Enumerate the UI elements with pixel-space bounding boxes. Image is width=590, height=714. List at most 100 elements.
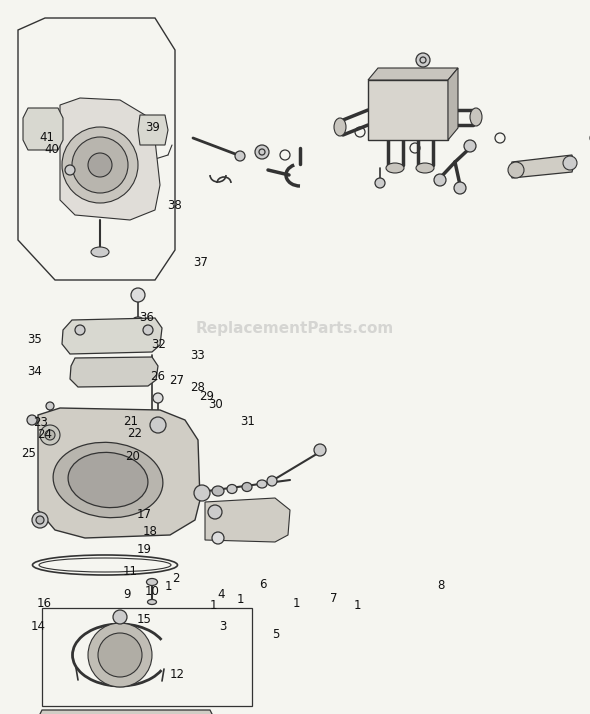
Text: 38: 38 — [166, 199, 181, 212]
Circle shape — [454, 182, 466, 194]
Text: 17: 17 — [137, 508, 152, 521]
Text: 23: 23 — [32, 416, 48, 429]
Text: 37: 37 — [193, 256, 208, 269]
Ellipse shape — [53, 443, 163, 518]
Bar — [42, 608, 252, 706]
Ellipse shape — [148, 600, 156, 605]
Text: 24: 24 — [37, 428, 52, 441]
Text: 8: 8 — [438, 579, 445, 592]
Text: 31: 31 — [240, 415, 255, 428]
Text: 1: 1 — [293, 597, 300, 610]
Circle shape — [62, 127, 138, 203]
Text: 18: 18 — [143, 526, 158, 538]
Polygon shape — [38, 408, 200, 538]
Circle shape — [194, 485, 210, 501]
Ellipse shape — [133, 317, 143, 323]
Circle shape — [314, 444, 326, 456]
Ellipse shape — [146, 578, 158, 585]
Text: 1: 1 — [237, 593, 244, 606]
Text: 12: 12 — [169, 668, 185, 681]
Ellipse shape — [334, 118, 346, 136]
Circle shape — [434, 174, 446, 186]
Text: 2: 2 — [172, 572, 179, 585]
Circle shape — [464, 140, 476, 152]
Text: 10: 10 — [145, 585, 160, 598]
Circle shape — [235, 151, 245, 161]
Text: 26: 26 — [150, 370, 166, 383]
Text: 30: 30 — [208, 398, 223, 411]
Circle shape — [32, 512, 48, 528]
Circle shape — [36, 516, 44, 524]
Text: 6: 6 — [259, 578, 266, 590]
Text: ReplacementParts.com: ReplacementParts.com — [196, 321, 394, 336]
Ellipse shape — [386, 163, 404, 173]
Text: 41: 41 — [40, 131, 55, 144]
Ellipse shape — [242, 483, 252, 491]
Circle shape — [255, 145, 269, 159]
Circle shape — [75, 325, 85, 335]
Polygon shape — [62, 318, 162, 354]
Text: 39: 39 — [145, 121, 160, 134]
Text: 27: 27 — [169, 374, 185, 387]
Text: 29: 29 — [199, 390, 214, 403]
Polygon shape — [60, 98, 160, 220]
Ellipse shape — [257, 480, 267, 488]
Circle shape — [416, 53, 430, 67]
Text: 1: 1 — [353, 599, 360, 612]
Circle shape — [27, 415, 37, 425]
Circle shape — [113, 610, 127, 624]
Circle shape — [212, 532, 224, 544]
Text: 28: 28 — [190, 381, 205, 394]
Polygon shape — [205, 498, 290, 542]
Text: 7: 7 — [330, 592, 337, 605]
Polygon shape — [448, 68, 458, 140]
Circle shape — [131, 288, 145, 302]
Polygon shape — [37, 710, 215, 714]
Circle shape — [148, 411, 156, 419]
Circle shape — [88, 623, 152, 687]
Circle shape — [143, 325, 153, 335]
Ellipse shape — [416, 163, 434, 173]
Ellipse shape — [470, 108, 482, 126]
Ellipse shape — [68, 453, 148, 508]
Circle shape — [150, 417, 166, 433]
Text: 14: 14 — [31, 620, 46, 633]
Ellipse shape — [91, 247, 109, 257]
Text: 35: 35 — [27, 333, 41, 346]
Text: 20: 20 — [125, 451, 140, 463]
Polygon shape — [368, 68, 458, 80]
Circle shape — [98, 633, 142, 677]
Text: 21: 21 — [123, 415, 139, 428]
Circle shape — [375, 178, 385, 188]
Text: 25: 25 — [21, 447, 36, 460]
Polygon shape — [70, 357, 158, 387]
Polygon shape — [510, 155, 574, 178]
Polygon shape — [138, 115, 168, 145]
Polygon shape — [368, 80, 448, 140]
Text: 32: 32 — [150, 338, 166, 351]
Circle shape — [72, 137, 128, 193]
Circle shape — [208, 505, 222, 519]
Text: 1: 1 — [165, 580, 172, 593]
Circle shape — [88, 153, 112, 177]
Ellipse shape — [227, 485, 237, 493]
Circle shape — [508, 162, 524, 178]
Text: 3: 3 — [219, 620, 227, 633]
Text: 15: 15 — [137, 613, 152, 626]
Text: 34: 34 — [27, 365, 42, 378]
Text: 36: 36 — [139, 311, 154, 324]
Text: 22: 22 — [127, 427, 142, 440]
Text: 16: 16 — [37, 597, 52, 610]
Circle shape — [65, 165, 75, 175]
Text: 19: 19 — [137, 543, 152, 556]
Circle shape — [46, 402, 54, 410]
Text: 33: 33 — [190, 349, 205, 362]
Text: 40: 40 — [44, 144, 60, 156]
Circle shape — [45, 430, 55, 440]
Ellipse shape — [212, 486, 224, 496]
Circle shape — [267, 476, 277, 486]
Polygon shape — [23, 108, 63, 150]
Text: 9: 9 — [123, 588, 130, 600]
Circle shape — [563, 156, 577, 170]
Circle shape — [40, 425, 60, 445]
